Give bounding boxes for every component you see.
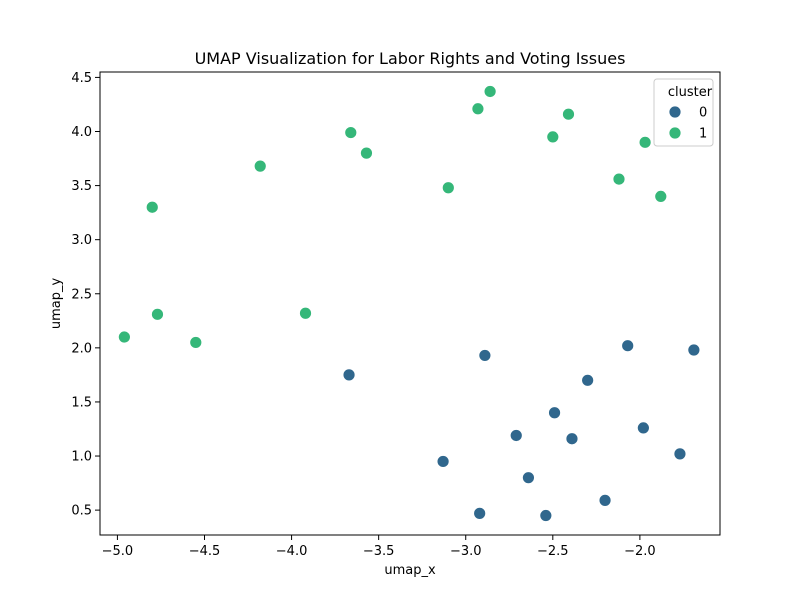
data-point-cluster-1 — [546, 130, 560, 144]
x-axis-label: umap_x — [384, 563, 436, 578]
y-tick-label: 3.0 — [71, 233, 92, 248]
x-tick-label: −3.5 — [363, 544, 395, 559]
x-tick-label: −5.0 — [102, 544, 134, 559]
data-point-cluster-1 — [654, 190, 668, 203]
y-tick-label: 4.0 — [71, 125, 92, 140]
y-tick-label: 3.5 — [71, 179, 92, 194]
data-point-cluster-1 — [562, 107, 575, 121]
data-point-cluster-0 — [436, 455, 450, 468]
legend-marker-0 — [668, 105, 682, 119]
legend-label-0: 0 — [699, 106, 707, 121]
data-point-cluster-0 — [522, 471, 535, 485]
data-point-cluster-1 — [299, 306, 312, 320]
legend-title: cluster — [668, 85, 713, 100]
data-point-cluster-0 — [539, 509, 553, 522]
y-tick-label: 0.5 — [71, 504, 92, 519]
y-tick-label: 2.0 — [71, 341, 92, 356]
data-point-cluster-1 — [145, 200, 159, 214]
data-point-cluster-1 — [638, 135, 652, 149]
data-point-cluster-0 — [636, 421, 650, 435]
x-tick-label: −4.5 — [189, 544, 221, 559]
y-axis: 0.5 1.0 1.5 2.0 2.5 3.0 3.5 4.0 4.5 — [71, 71, 100, 519]
y-tick-label: 1.5 — [71, 395, 92, 410]
x-tick-label: −4.0 — [276, 544, 308, 559]
data-point-cluster-0 — [673, 447, 687, 461]
y-tick-label: 2.5 — [71, 287, 92, 302]
data-point-cluster-0 — [598, 493, 612, 507]
x-tick-label: −3.0 — [450, 544, 482, 559]
legend-label-1: 1 — [699, 127, 707, 142]
data-point-cluster-0 — [342, 368, 356, 382]
y-tick-label: 4.5 — [71, 71, 92, 86]
x-tick-label: −2.0 — [624, 544, 656, 559]
legend: cluster 0 1 — [653, 78, 714, 147]
data-point-cluster-1 — [612, 172, 626, 186]
legend-box — [653, 78, 714, 147]
data-point-cluster-1 — [441, 181, 455, 195]
x-axis: −5.0 −4.5 −4.0 −3.5 −3.0 −2.5 −2.0 — [102, 535, 656, 559]
data-point-cluster-0 — [509, 429, 523, 442]
legend-marker-1 — [668, 126, 682, 140]
y-axis-label: umap_y — [49, 278, 64, 330]
plot-frame — [99, 71, 721, 536]
data-point-cluster-1 — [344, 126, 358, 139]
data-point-cluster-0 — [581, 373, 595, 387]
data-point-cluster-1 — [483, 85, 497, 98]
y-tick-label: 1.0 — [71, 450, 92, 465]
data-point-cluster-1 — [360, 146, 373, 160]
data-point-cluster-0 — [548, 406, 561, 420]
data-point-cluster-1 — [471, 102, 485, 116]
data-point-cluster-1 — [117, 330, 131, 344]
data-point-cluster-0 — [687, 343, 701, 357]
data-point-cluster-0 — [621, 339, 635, 353]
chart-title: UMAP Visualization for Labor Rights and … — [195, 49, 626, 68]
data-point-cluster-0 — [478, 349, 492, 362]
x-tick-label: −2.5 — [537, 544, 569, 559]
data-point-cluster-1 — [253, 159, 267, 173]
plot-area — [117, 85, 701, 522]
data-point-cluster-1 — [151, 307, 164, 321]
data-point-cluster-0 — [565, 432, 579, 446]
data-point-cluster-0 — [473, 506, 487, 520]
data-point-cluster-1 — [189, 336, 203, 349]
